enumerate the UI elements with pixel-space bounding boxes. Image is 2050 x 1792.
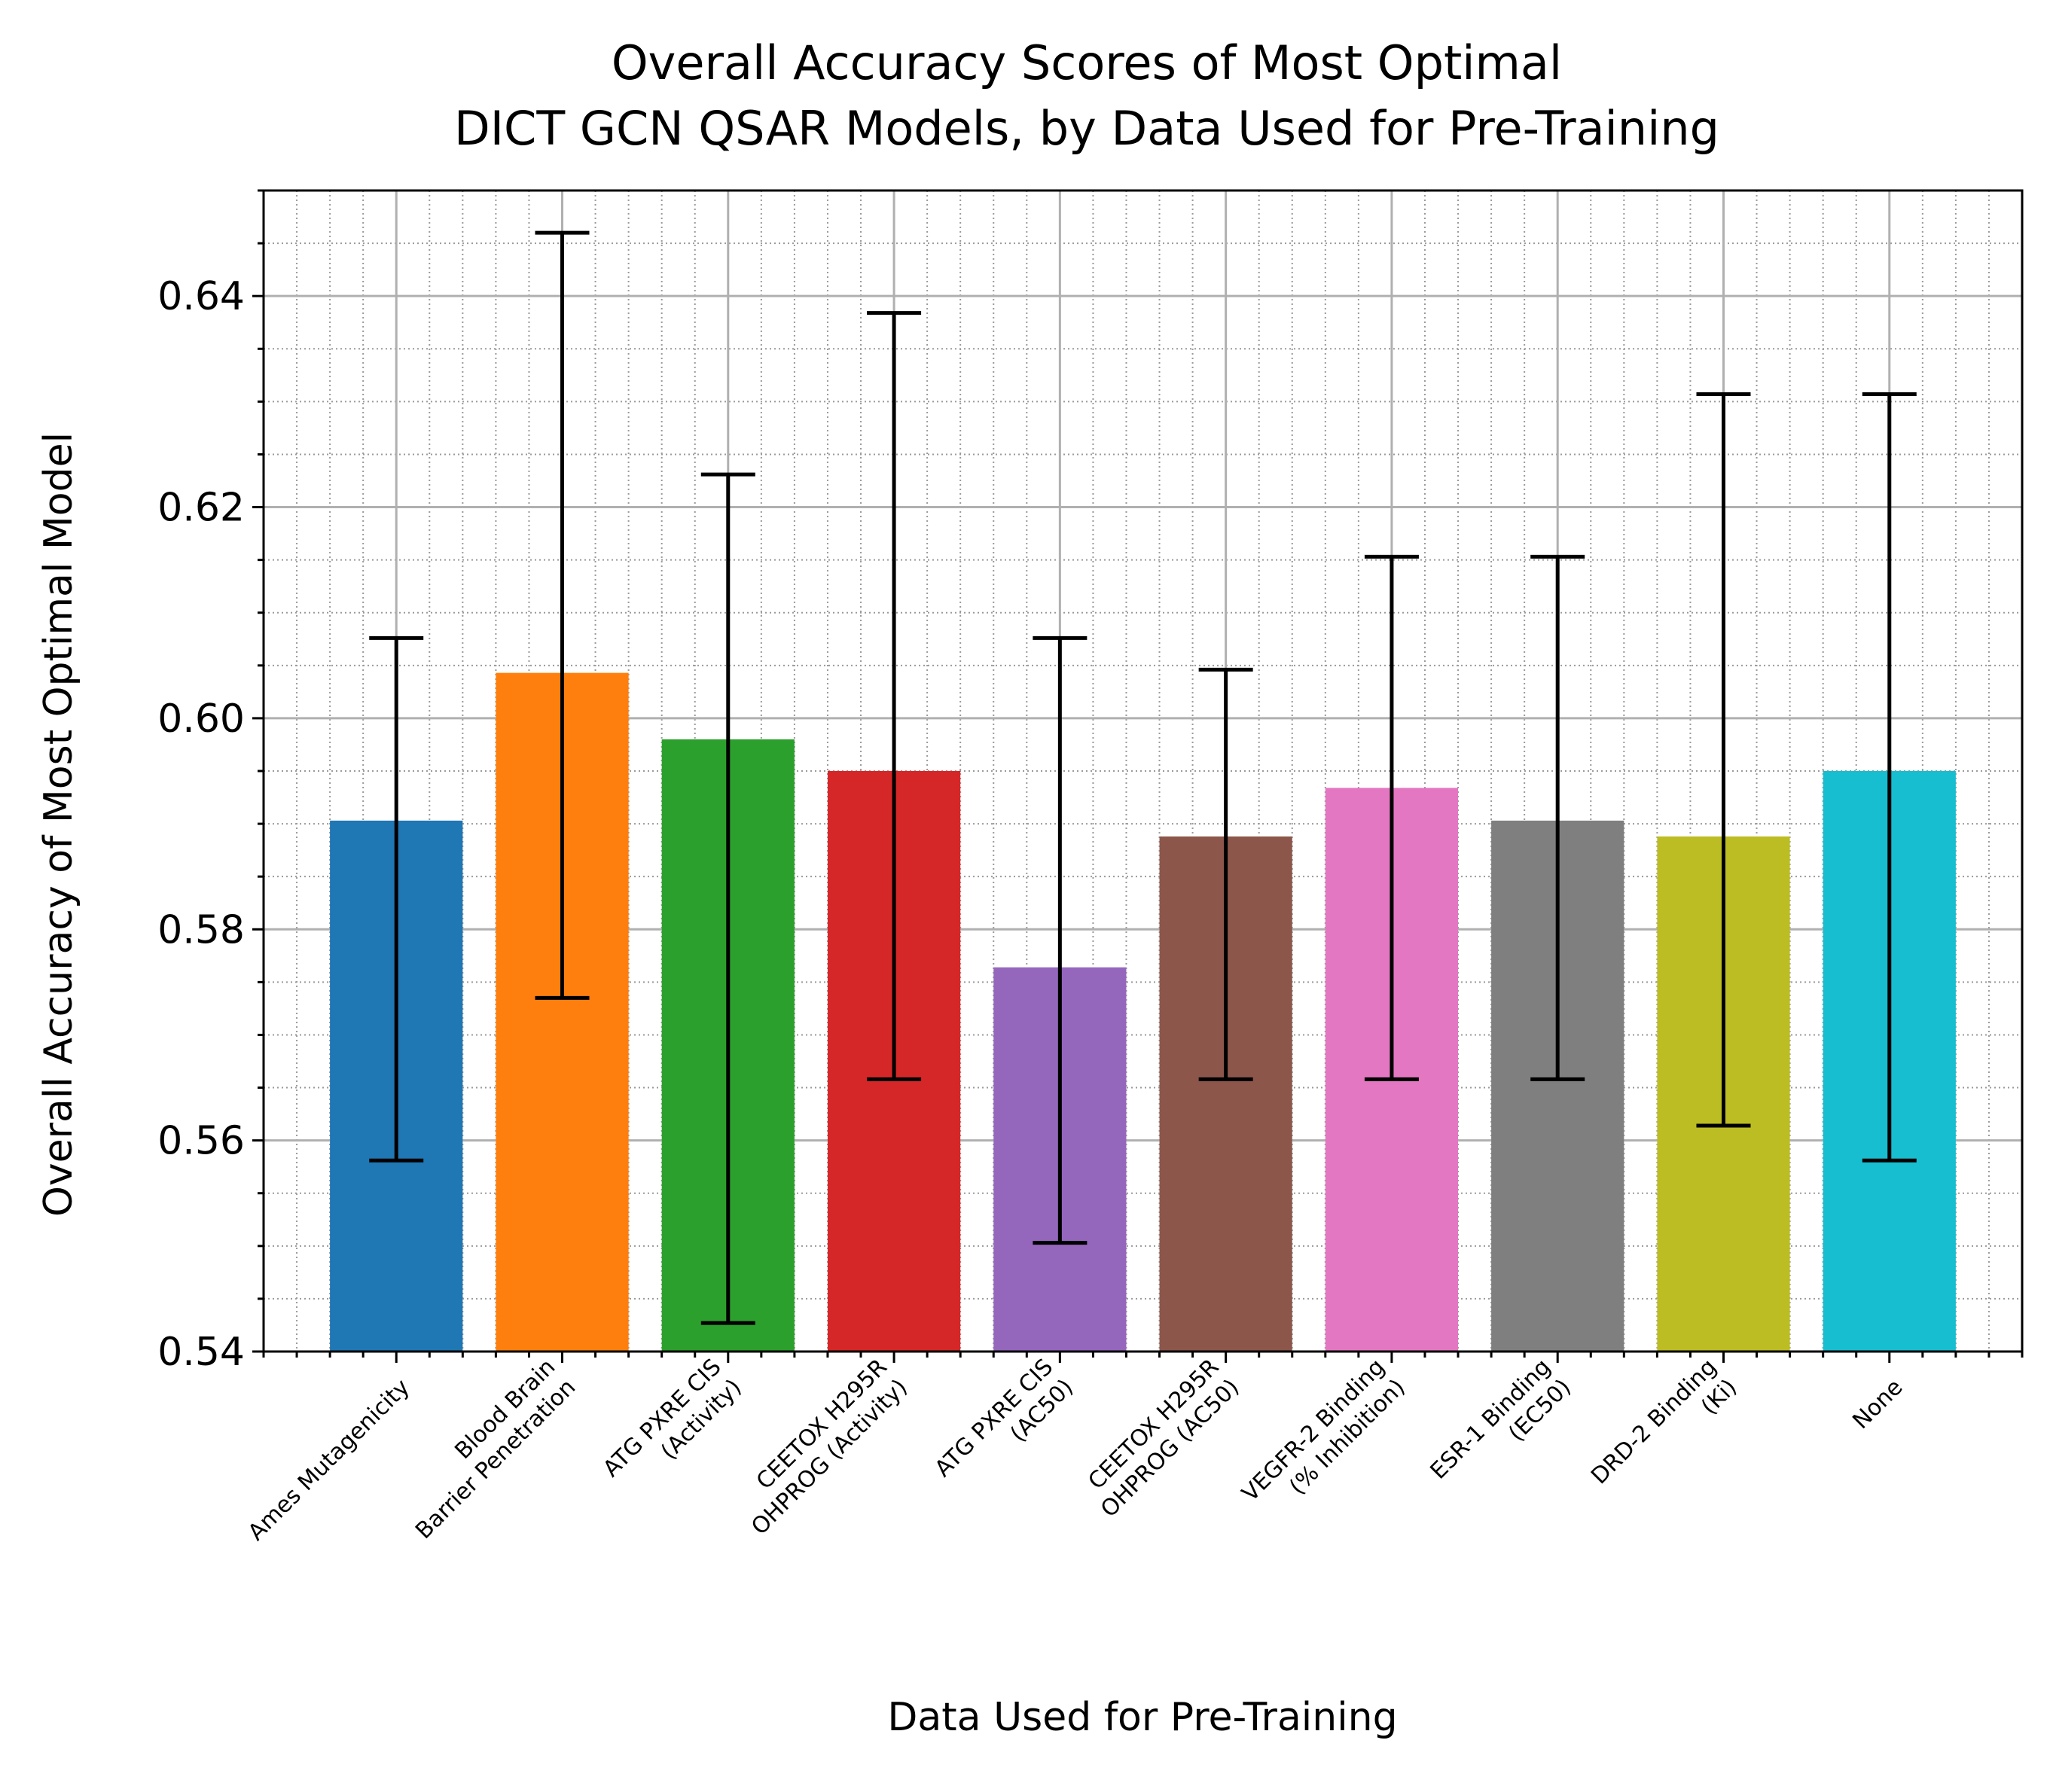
x-tick-label-line: DRD-2 Binding — [1586, 1354, 1722, 1489]
axes — [252, 189, 2024, 1363]
x-tick-label-3: CEETOX H295ROHPROG (Activity) — [726, 1354, 913, 1541]
y-axis-label: Overall Accuracy of Most Optimal Model — [36, 432, 81, 1217]
y-tick-label: 0.58 — [157, 907, 245, 952]
chart-title-line-1: Overall Accuracy Scores of Most Optimal — [612, 35, 1562, 90]
x-tick-label-0: Ames Mutagenicity — [243, 1374, 415, 1546]
x-tick-label-line: None — [1847, 1374, 1908, 1434]
x-tick-label-8: DRD-2 Binding(Ki) — [1586, 1354, 1742, 1510]
y-tick-label: 0.56 — [157, 1119, 245, 1164]
x-tick-label-4: ATG PXRE CIS(AC50) — [930, 1354, 1078, 1502]
y-tick-label: 0.64 — [157, 274, 245, 319]
x-tick-label-7: ESR-1 Binding(EC50) — [1426, 1354, 1576, 1504]
error-bars — [369, 230, 1917, 1325]
y-tick-label: 0.62 — [157, 486, 245, 531]
chart-title-line-2: DICT GCN QSAR Models, by Data Used for P… — [454, 101, 1719, 156]
x-tick-label-9: None — [1847, 1374, 1908, 1434]
x-axis-label: Data Used for Pre-Training — [887, 1695, 1397, 1740]
bars — [330, 672, 1956, 1352]
labels: Overall Accuracy Scores of Most Optimal … — [36, 35, 1908, 1740]
x-tick-label-5: CEETOX H295ROHPROG (AC50) — [1075, 1354, 1244, 1522]
y-tick-label: 0.54 — [157, 1330, 245, 1375]
x-tick-label-6: VEGFR-2 Binding(% Inhibition) — [1237, 1354, 1411, 1527]
x-tick-label-2: ATG PXRE CIS(Activity) — [598, 1354, 746, 1502]
y-tick-label: 0.60 — [157, 696, 245, 742]
x-tick-label-line: Ames Mutagenicity — [243, 1374, 415, 1546]
x-tick-label-1: Blood BrainBarrier Penetration — [390, 1354, 581, 1544]
